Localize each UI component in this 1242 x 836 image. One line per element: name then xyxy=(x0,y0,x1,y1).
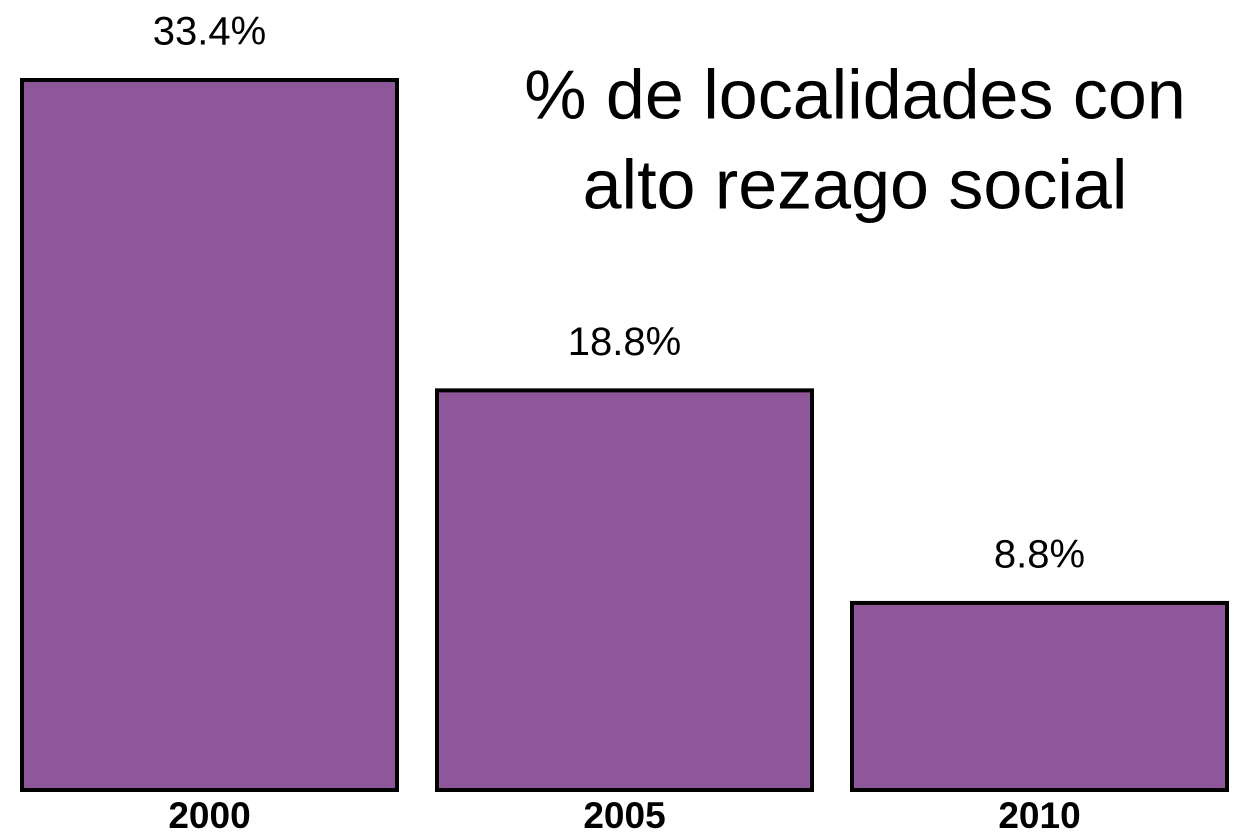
chart-title: % de localidades con xyxy=(524,55,1186,133)
x-tick-label: 2000 xyxy=(168,795,250,836)
value-label: 18.8% xyxy=(568,320,681,364)
bar xyxy=(435,388,814,792)
x-tick-label: 2010 xyxy=(998,795,1080,836)
bar xyxy=(850,600,1229,793)
x-tick-label: 2005 xyxy=(583,795,665,836)
value-label: 8.8% xyxy=(994,532,1085,576)
chart-title: alto rezago social xyxy=(583,145,1128,223)
value-label: 33.4% xyxy=(153,10,266,54)
bar xyxy=(20,78,399,792)
